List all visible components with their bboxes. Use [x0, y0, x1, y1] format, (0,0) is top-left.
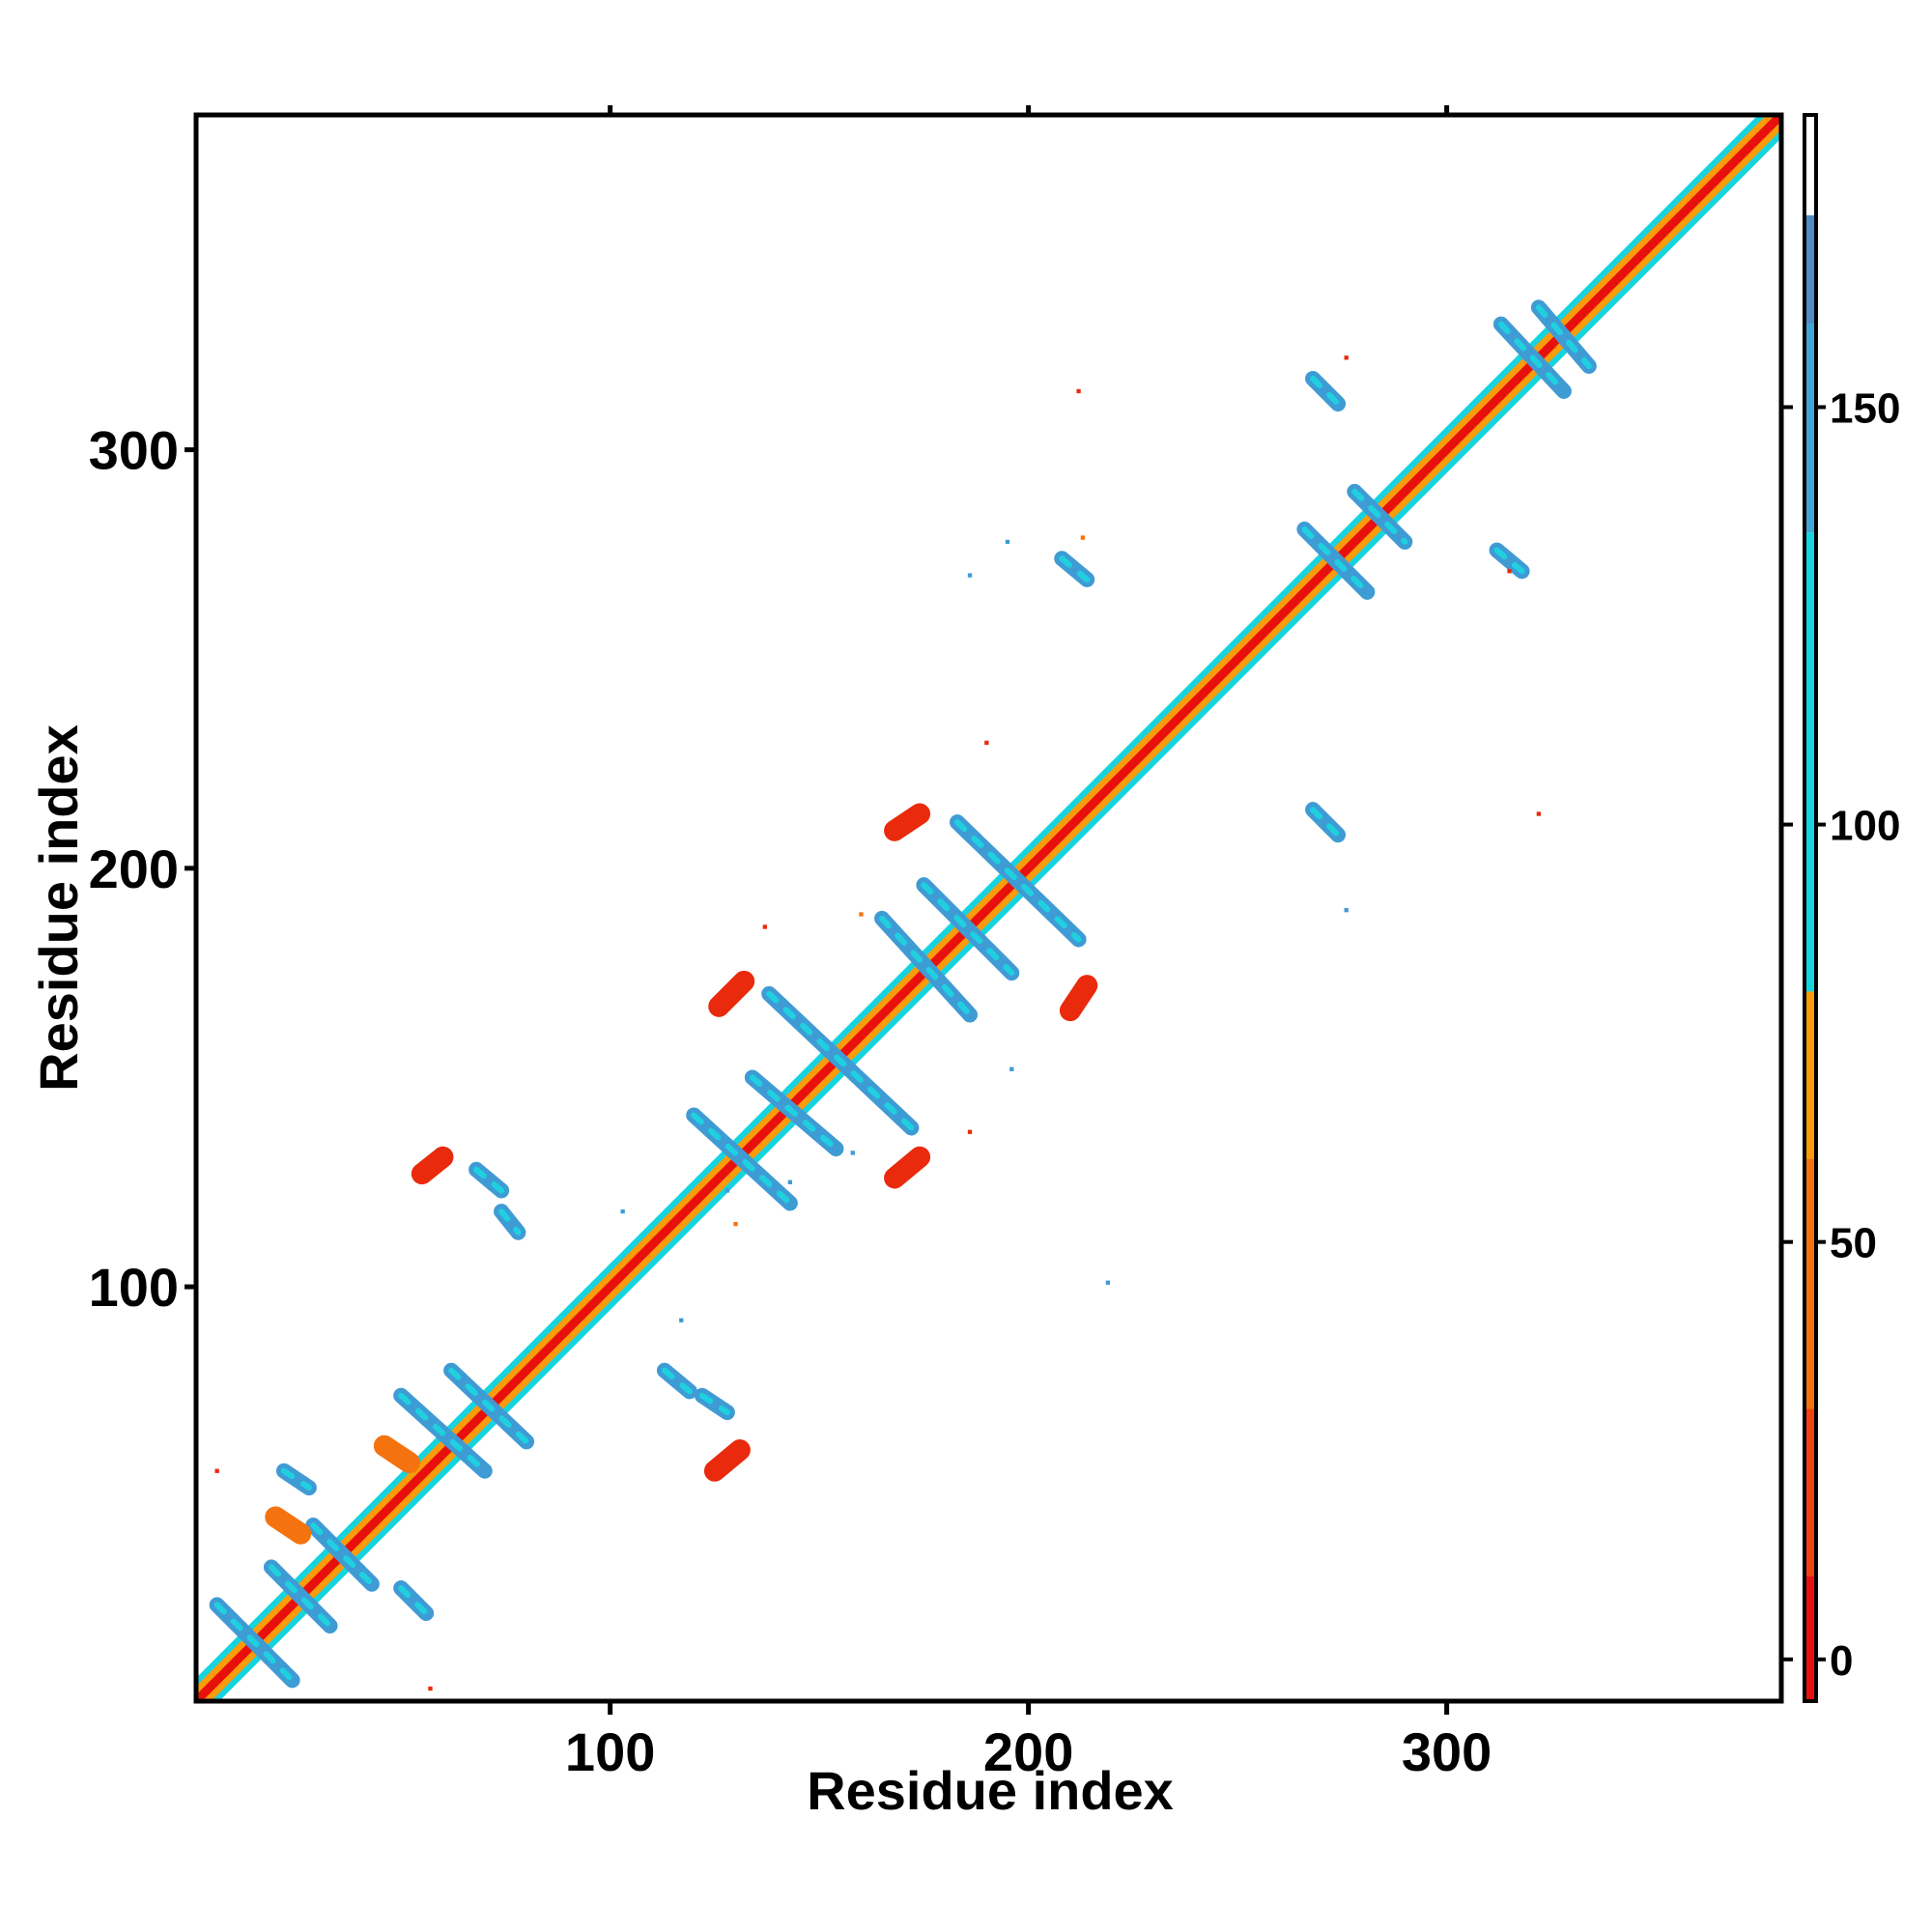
contact-dot-20: [850, 1151, 855, 1155]
colorbar-tick-label: 0: [1830, 1637, 1853, 1685]
y-axis-ticks: 100 200 300: [89, 420, 196, 1318]
colorbar-band-7: [1804, 115, 1816, 215]
contact-segment-highlight-6: [448, 1367, 530, 1445]
contact-segment-31: [265, 1506, 312, 1545]
y-tick-label: 100: [89, 1257, 179, 1318]
contact-dot-8: [1344, 908, 1349, 913]
x-tick-label: 100: [565, 1721, 655, 1782]
plot-frame: [193, 112, 1784, 1704]
contact-segment-highlight-10: [498, 1208, 522, 1236]
contact-dot-16: [1009, 1066, 1014, 1071]
contact-segment-highlight-0: [213, 1602, 296, 1684]
contact-segment-highlight-21: [1310, 375, 1342, 407]
x-axis-ticks: 100 200 300: [565, 105, 1492, 1782]
contact-segment-highlight-2: [310, 1522, 375, 1587]
contact-segment-26: [703, 1439, 751, 1482]
contact-segment-27: [708, 970, 755, 1017]
contact-segment-highlight-23: [1497, 321, 1567, 394]
contact-segment-32: [373, 1435, 420, 1474]
y-axis-label: Residue index: [28, 724, 89, 1092]
contact-segment-highlight-3: [280, 1467, 312, 1492]
colorbar-band-5: [1804, 324, 1816, 533]
contact-segment-highlight-9: [473, 1166, 505, 1194]
contact-segment-highlight-7: [661, 1367, 693, 1395]
contact-segment-highlight-22: [1493, 547, 1525, 575]
colorbar-band-1: [1804, 1408, 1816, 1577]
contact-dot-6: [1536, 811, 1542, 816]
colorbar-tick-label: 100: [1830, 803, 1900, 850]
contact-dot-11: [620, 1208, 625, 1214]
contact-dot-0: [428, 1686, 433, 1691]
contact-dot-18: [724, 1188, 730, 1193]
contact-segment-highlight-8: [698, 1392, 730, 1416]
contact-segment-highlight-18: [1310, 807, 1342, 838]
contact-segment-24: [1530, 299, 1597, 374]
diagonal-band-2: [196, 115, 1781, 1701]
colorbar-band-0: [1804, 1576, 1816, 1701]
contact-dot-14: [967, 1129, 973, 1134]
x-tick-label: 300: [1402, 1721, 1492, 1782]
contact-segment-highlight-17: [1059, 555, 1091, 582]
contact-dot-5: [1080, 535, 1086, 540]
contact-segment-highlight-1: [268, 1564, 333, 1630]
contact-segment-highlight-13: [766, 990, 915, 1131]
y-tick-label: 200: [89, 838, 179, 899]
contact-dot-13: [762, 924, 768, 929]
colorbar-frame: [1803, 113, 1818, 1703]
contact-dot-7: [1005, 539, 1010, 545]
contact-segment-25: [411, 1146, 454, 1185]
colorbar-tick-label: 150: [1830, 384, 1900, 432]
contact-segment-30: [1059, 975, 1098, 1022]
contact-dot-2: [1076, 388, 1081, 394]
contact-dot-9: [967, 573, 973, 578]
contact-dot-4: [1507, 569, 1512, 574]
y-tick-label: 300: [89, 420, 179, 481]
contact-segment-highlight-12: [749, 1074, 839, 1152]
contact-segment-highlight-14: [879, 915, 974, 1018]
contact-segment-highlight-11: [691, 1112, 793, 1207]
contact-dot-15: [859, 912, 864, 917]
contact-segment-highlight-19: [1301, 526, 1371, 595]
contact-dot-12: [679, 1318, 684, 1322]
colorbar-band-6: [1804, 214, 1816, 325]
colorbar-band-2: [1804, 1158, 1816, 1409]
contact-dot-19: [733, 1221, 738, 1227]
colorbar-tick-label: 50: [1830, 1220, 1877, 1267]
contact-segment-29: [884, 803, 931, 841]
heatmap-cells: [196, 115, 1781, 1701]
x-axis-label: Residue index: [807, 1760, 1174, 1821]
x-tick-label: 200: [983, 1721, 1073, 1782]
contact-dot-21: [984, 740, 989, 746]
contact-segment-highlight-16: [954, 819, 1082, 943]
colorbar: 0 50 100 150: [1781, 113, 1900, 1703]
contact-segment-highlight-5: [398, 1392, 488, 1474]
colorbar-band-4: [1804, 532, 1816, 992]
contact-dot-3: [1344, 355, 1349, 360]
contact-segment-highlight-20: [1351, 488, 1408, 545]
colorbar-band-3: [1804, 991, 1816, 1159]
contact-segment-highlight-15: [921, 882, 1015, 977]
contact-segment-28: [884, 1146, 931, 1189]
contact-dot-1: [214, 1468, 219, 1473]
contact-dot-17: [787, 1179, 792, 1184]
contact-dot-10: [1105, 1280, 1111, 1285]
contact-segment-highlight-4: [398, 1585, 430, 1617]
